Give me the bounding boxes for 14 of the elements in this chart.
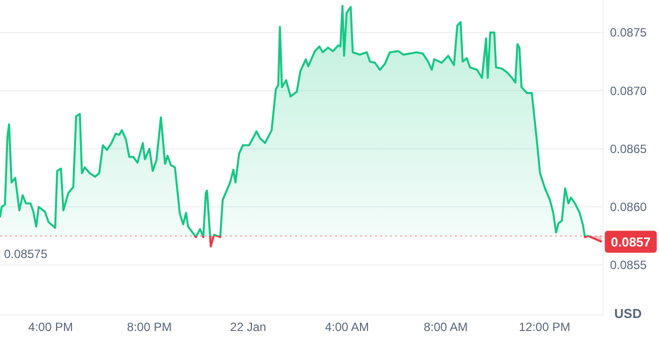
y-tick-label: 0.0855 bbox=[610, 258, 648, 272]
x-tick-label: 12:00 PM bbox=[518, 320, 570, 334]
x-tick-label: 4:00 PM bbox=[28, 320, 73, 334]
x-tick-label: 8:00 AM bbox=[424, 320, 468, 334]
y-tick-label: 0.0865 bbox=[610, 142, 648, 156]
x-tick-label: 22 Jan bbox=[230, 320, 266, 334]
annotation: 0.0857 bbox=[610, 234, 651, 250]
x-tick-label: 8:00 PM bbox=[127, 320, 172, 334]
y-tick-label: 0.0875 bbox=[610, 26, 648, 40]
y-axis-title: USD bbox=[614, 306, 642, 321]
x-tick-label: 4:00 AM bbox=[324, 320, 369, 334]
ref-line-label: 0.08575 bbox=[4, 246, 48, 261]
y-tick-label: 0.0870 bbox=[610, 84, 648, 98]
y-tick-label: 0.0860 bbox=[610, 200, 648, 214]
